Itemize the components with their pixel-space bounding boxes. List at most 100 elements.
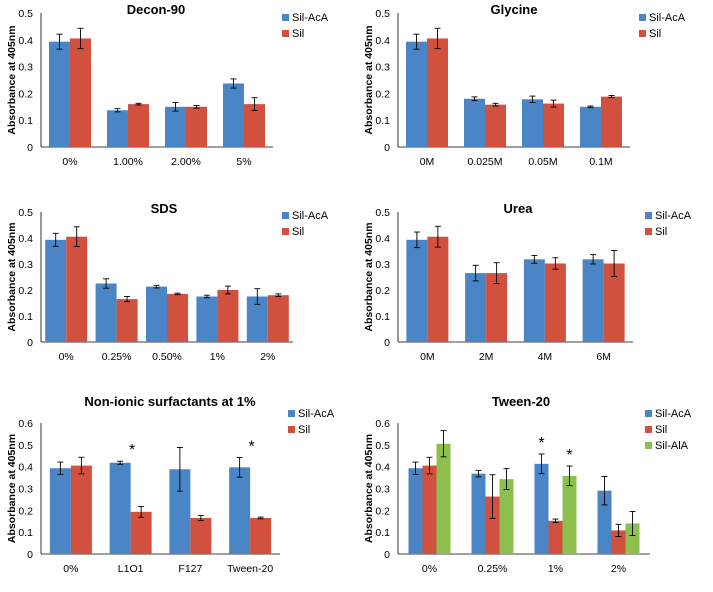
y-tick-label: 0.1 (18, 311, 33, 323)
x-tick-label: F127 (178, 563, 202, 575)
error-bar-sil-aca-0-05m (529, 95, 536, 103)
error-bar-sil-4m (552, 257, 559, 270)
y-tick-label: 0.3 (375, 259, 390, 271)
error-bar-sil-aca-0-1m (587, 105, 594, 109)
bar-sil-aca-f127 (169, 469, 191, 554)
y-tick-label: 0 (384, 549, 390, 561)
error-bar-sil-aca-0 (56, 33, 63, 50)
significance-star: * (566, 447, 572, 464)
error-bar-sil-2 (275, 293, 282, 297)
bar-sil-1-00 (128, 104, 149, 147)
x-tick-label: Tween-20 (227, 563, 273, 575)
y-axis-label: Absorbance at 405nm (363, 25, 375, 134)
bar-sil-aca-0-25 (95, 283, 117, 342)
significance-star: * (538, 435, 544, 452)
chart-title: SDS (151, 201, 178, 216)
y-tick-label: 0.3 (375, 484, 390, 496)
error-bar-sil-0 (73, 226, 80, 248)
y-axis-label: Absorbance at 405nm (6, 25, 18, 134)
y-tick-label: 0.5 (18, 440, 33, 452)
legend-label-sil: Sil (655, 424, 667, 436)
y-tick-label: 0.3 (18, 259, 33, 271)
y-tick-label: 0.3 (375, 62, 390, 74)
error-bar-sil-aca-1 (203, 294, 210, 299)
error-bar-sil-aca-1 (538, 453, 545, 475)
panel-decon-90: Decon-90 Absorbance at 405nm 0 0.1 0.2 0.3 0.4… (0, 0, 356, 197)
bar-sil-aca-0 (49, 41, 70, 148)
panel-tween-20: Tween-20 Absorbance at 405nm 0 0.1 0.2 0.3 0.4… (357, 394, 713, 591)
error-bar-sil-f127 (197, 514, 204, 522)
y-tick-label: 0.1 (375, 311, 390, 323)
chart-svg: Glycine Absorbance at 405nm 0 0.1 0.2 0.3 0.4 0… (363, 2, 686, 168)
legend-label-sil-aca: Sil-AcA (292, 12, 329, 24)
y-tick-label: 0 (27, 142, 33, 154)
y-tick-label: 0.2 (375, 88, 390, 100)
error-bar-sil-aca-5 (230, 78, 237, 89)
legend-swatch-sil-aca (639, 14, 646, 21)
bar-sil-aca-6m (582, 259, 604, 342)
legend-label-sil: Sil (292, 28, 304, 40)
bar-sil-2 (611, 530, 626, 554)
bar-sil-aca-1 (534, 463, 549, 554)
legend-swatch-sil (282, 30, 289, 37)
y-axis-label: Absorbance at 405nm (363, 434, 375, 543)
legend-swatch-sil (282, 228, 289, 235)
bar-sil-aca-0 (408, 468, 423, 554)
y-tick-label: 0.5 (375, 440, 390, 452)
error-bar-sil-aca-tween-20 (236, 457, 243, 478)
bar-sil-aca-1-00 (107, 110, 128, 147)
chart-title: Non-ionic surfactants at 1% (84, 394, 256, 409)
error-bar-sil-aca-0 (412, 461, 419, 475)
bar-sil-6m (603, 263, 625, 342)
bar-sil-ala-0 (436, 443, 451, 554)
legend-label-sil-aca: Sil-AcA (655, 408, 692, 420)
legend-label-sil-aca: Sil-AcA (298, 408, 335, 420)
legend-swatch-sil-aca (645, 410, 652, 417)
bar-sil-aca-0m (406, 239, 428, 342)
bar-sil-4m (544, 263, 566, 342)
error-bar-sil-aca-6m (590, 254, 597, 265)
y-tick-label: 0.5 (18, 207, 33, 219)
error-bar-sil-aca-0 (52, 232, 59, 247)
bar-sil-0-25 (485, 496, 500, 554)
y-tick-label: 0.6 (18, 418, 33, 430)
chart-title: Glycine (491, 2, 538, 17)
bar-sil-f127 (190, 517, 212, 554)
x-tick-label: 0.50% (152, 351, 182, 363)
x-tick-label: 0M (420, 351, 435, 363)
bar-sil-aca-2 (597, 490, 612, 554)
x-tick-label: 0% (62, 156, 77, 168)
legend-label-sil-aca: Sil-AcA (292, 210, 329, 222)
x-tick-label: 0.25% (478, 563, 508, 575)
y-tick-label: 0.3 (18, 484, 33, 496)
panel-sds: SDS Absorbance at 405nm 0 0.1 0.2 0.3 0.4 0.5 0%… (0, 197, 356, 394)
y-tick-label: 0 (384, 142, 390, 154)
bar-sil-1 (548, 520, 563, 554)
y-tick-label: 0.2 (375, 505, 390, 517)
error-bar-sil-6m (611, 250, 618, 277)
y-tick-label: 0.4 (375, 462, 390, 474)
bar-sil-aca-0m (406, 41, 427, 148)
bar-sil-1 (217, 290, 239, 342)
legend-swatch-sil (639, 30, 646, 37)
y-tick-label: 0.2 (18, 88, 33, 100)
bar-sil-ala-2 (625, 523, 640, 554)
error-bar-sil-aca-0-25 (475, 469, 482, 478)
bar-sil-0 (422, 465, 437, 554)
bar-sil-aca-0-1m (580, 106, 601, 147)
error-bar-sil-2 (615, 523, 622, 537)
panel-non-ionic-surfactants: Non-ionic surfactants at 1% Absorbance at… (0, 394, 356, 591)
error-bar-sil-0-05m (550, 99, 557, 108)
panel-urea: Urea Absorbance at 405nm 0 0.1 0.2 0.3 0.4 0.5 0… (357, 197, 713, 394)
x-tick-label: 2% (611, 563, 626, 575)
x-tick-label: 0.025M (467, 156, 502, 168)
bar-sil-0-05m (543, 103, 564, 147)
x-tick-label: 0.1M (589, 156, 612, 168)
legend-label-sil: Sil (649, 28, 661, 40)
legend-swatch-sil (288, 426, 295, 433)
legend-label-sil: Sil (292, 226, 304, 238)
y-tick-label: 0.4 (375, 233, 390, 245)
legend-swatch-sil-ala (645, 442, 652, 449)
y-tick-label: 0.1 (18, 527, 33, 539)
